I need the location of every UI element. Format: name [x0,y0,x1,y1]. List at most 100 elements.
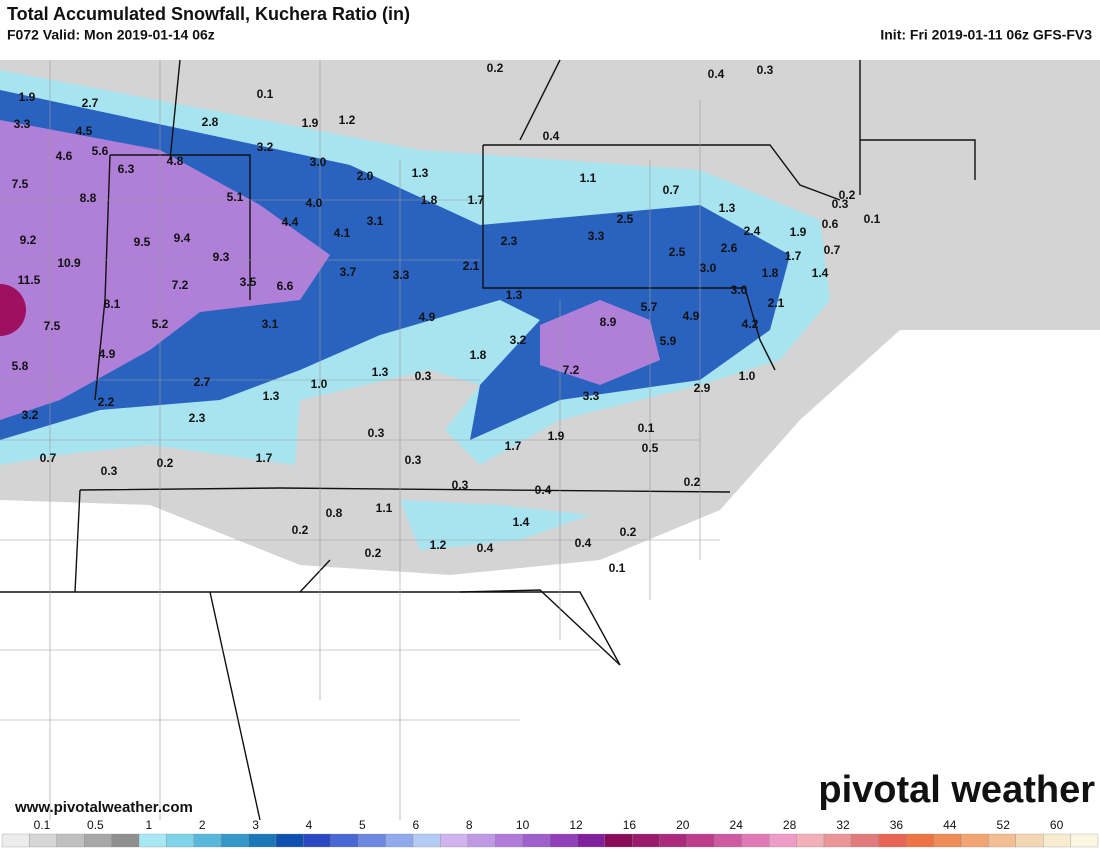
snow-amount-label: 5.6 [92,144,109,158]
colorbar-swatch [686,833,715,848]
snow-amount-label: 1.4 [513,515,530,529]
snow-amount-label: 3.0 [731,283,748,297]
snow-amount-label: 0.2 [365,546,382,560]
snow-amount-label: 2.7 [194,375,211,389]
snow-amount-label: 2.9 [694,381,711,395]
init-time: Init: Fri 2019-01-11 06z GFS-FV3 [880,27,1092,43]
website: www.pivotalweather.com [14,799,193,816]
snow-amount-label: 9.2 [20,233,37,247]
snow-amount-label: 9.5 [134,235,151,249]
snow-amount-label: 1.3 [719,201,736,215]
snow-amount-label: 3.3 [588,229,605,243]
colorbar-swatch [385,833,414,848]
snow-amount-label: 0.6 [822,217,839,231]
snow-amount-label: 0.2 [620,525,637,539]
snow-amount-label: 3.2 [22,408,39,422]
colorbar-label: 36 [890,818,904,832]
colorbar-label: 44 [943,818,957,832]
snow-amount-label: 4.0 [306,196,323,210]
snow-amount-label: 0.2 [839,188,856,202]
snow-amount-label: 1.8 [470,348,487,362]
snow-amount-label: 10.9 [57,256,81,270]
county-lines [0,60,720,820]
snow-amount-label: 1.2 [339,113,356,127]
colorbar-swatch [138,833,167,848]
snow-amount-label: 3.1 [262,317,279,331]
colorbar-swatch [659,833,688,848]
colorbar-swatch [193,833,222,848]
colorbar-swatch [549,833,578,848]
colorbar-swatch [440,833,468,848]
snow-amount-label: 2.5 [617,212,634,226]
colorbar-swatch [1015,833,1044,848]
colorbar-label: 3 [252,818,259,832]
snow-amount-label: 2.7 [82,96,99,110]
colorbar-label: 10 [516,818,530,832]
snow-amount-label: 11.5 [18,273,41,287]
snow-amount-label: 3.3 [14,117,31,131]
snow-amount-label: 4.9 [683,309,700,323]
snow-amount-label: 0.3 [405,453,422,467]
snow-amount-label: 7.2 [563,363,580,377]
colorbar-swatch [275,833,304,848]
snow-amount-label: 0.4 [708,67,725,81]
snow-amount-label: 0.1 [257,87,274,101]
snow-amount-label: 6.6 [277,279,294,293]
snow-amount-label: 1.1 [376,501,393,515]
valid-time: F072 Valid: Mon 2019-01-14 06z [7,27,215,43]
snow-amount-label: 1.9 [548,429,565,443]
snow-amount-label: 2.3 [189,411,206,425]
snow-amount-label: 1.7 [785,249,802,263]
colorbar-swatch [769,833,797,848]
snow-amount-label: 4.9 [99,347,116,361]
snow-amount-label: 3.3 [583,389,600,403]
snow-amount-label: 3.0 [700,261,717,275]
colorbar-swatch [56,833,85,848]
colorbar-label: 24 [730,818,744,832]
brand-logo: pivotal weather [818,769,1095,811]
snow-amount-label: 1.7 [468,193,485,207]
colorbar-label: 20 [676,818,690,832]
snow-amount-label: 2.3 [501,234,518,248]
snow-amount-label: 0.1 [864,212,881,226]
colorbar-swatch [741,833,770,848]
snow-amount-label: 0.7 [824,243,841,257]
colorbar-swatch [522,833,551,848]
colorbar-swatch [1043,833,1071,848]
snow-amount-label: 1.8 [421,193,438,207]
snow-amount-label: 4.9 [419,310,436,324]
snow-amount-label: 5.1 [227,190,244,204]
colorbar-swatch [412,833,441,848]
colorbar-swatch [248,833,277,848]
snow-amount-label: 0.7 [663,183,680,197]
snow-amount-label: 2.4 [744,224,761,238]
snow-amount-label: 8.1 [104,297,121,311]
colorbar-swatch [796,833,825,848]
snow-amount-label: 7.2 [172,278,189,292]
snow-amount-label: 1.4 [812,266,829,280]
snow-amount-label: 0.2 [157,456,174,470]
colorbar-swatch [1070,833,1099,848]
colorbar-swatch [467,833,496,848]
snow-amount-label: 3.1 [367,214,384,228]
snow-amount-label: 2.1 [463,259,480,273]
snow-amount-label: 0.1 [609,561,626,575]
snow-amount-label: 1.9 [790,225,807,239]
shade-light-blue [400,500,590,550]
snow-amount-label: 0.4 [575,536,592,550]
colorbar-label: 2 [199,818,206,832]
snow-amount-label: 0.4 [477,541,494,555]
snow-amount-label: 1.8 [762,266,779,280]
snow-amount-label: 8.8 [80,191,97,205]
colorbar-label: 1 [145,818,152,832]
snow-amount-label: 2.8 [202,115,219,129]
colorbar-swatch [358,833,386,848]
snow-amount-label: 3.3 [393,268,410,282]
colorbar-label: 32 [836,818,850,832]
snow-amount-label: 0.4 [543,129,560,143]
snow-amount-label: 3.2 [257,140,274,154]
snow-amount-label: 5.9 [660,334,677,348]
colorbar-label: 0.5 [87,818,104,832]
shade-purple [0,120,330,420]
